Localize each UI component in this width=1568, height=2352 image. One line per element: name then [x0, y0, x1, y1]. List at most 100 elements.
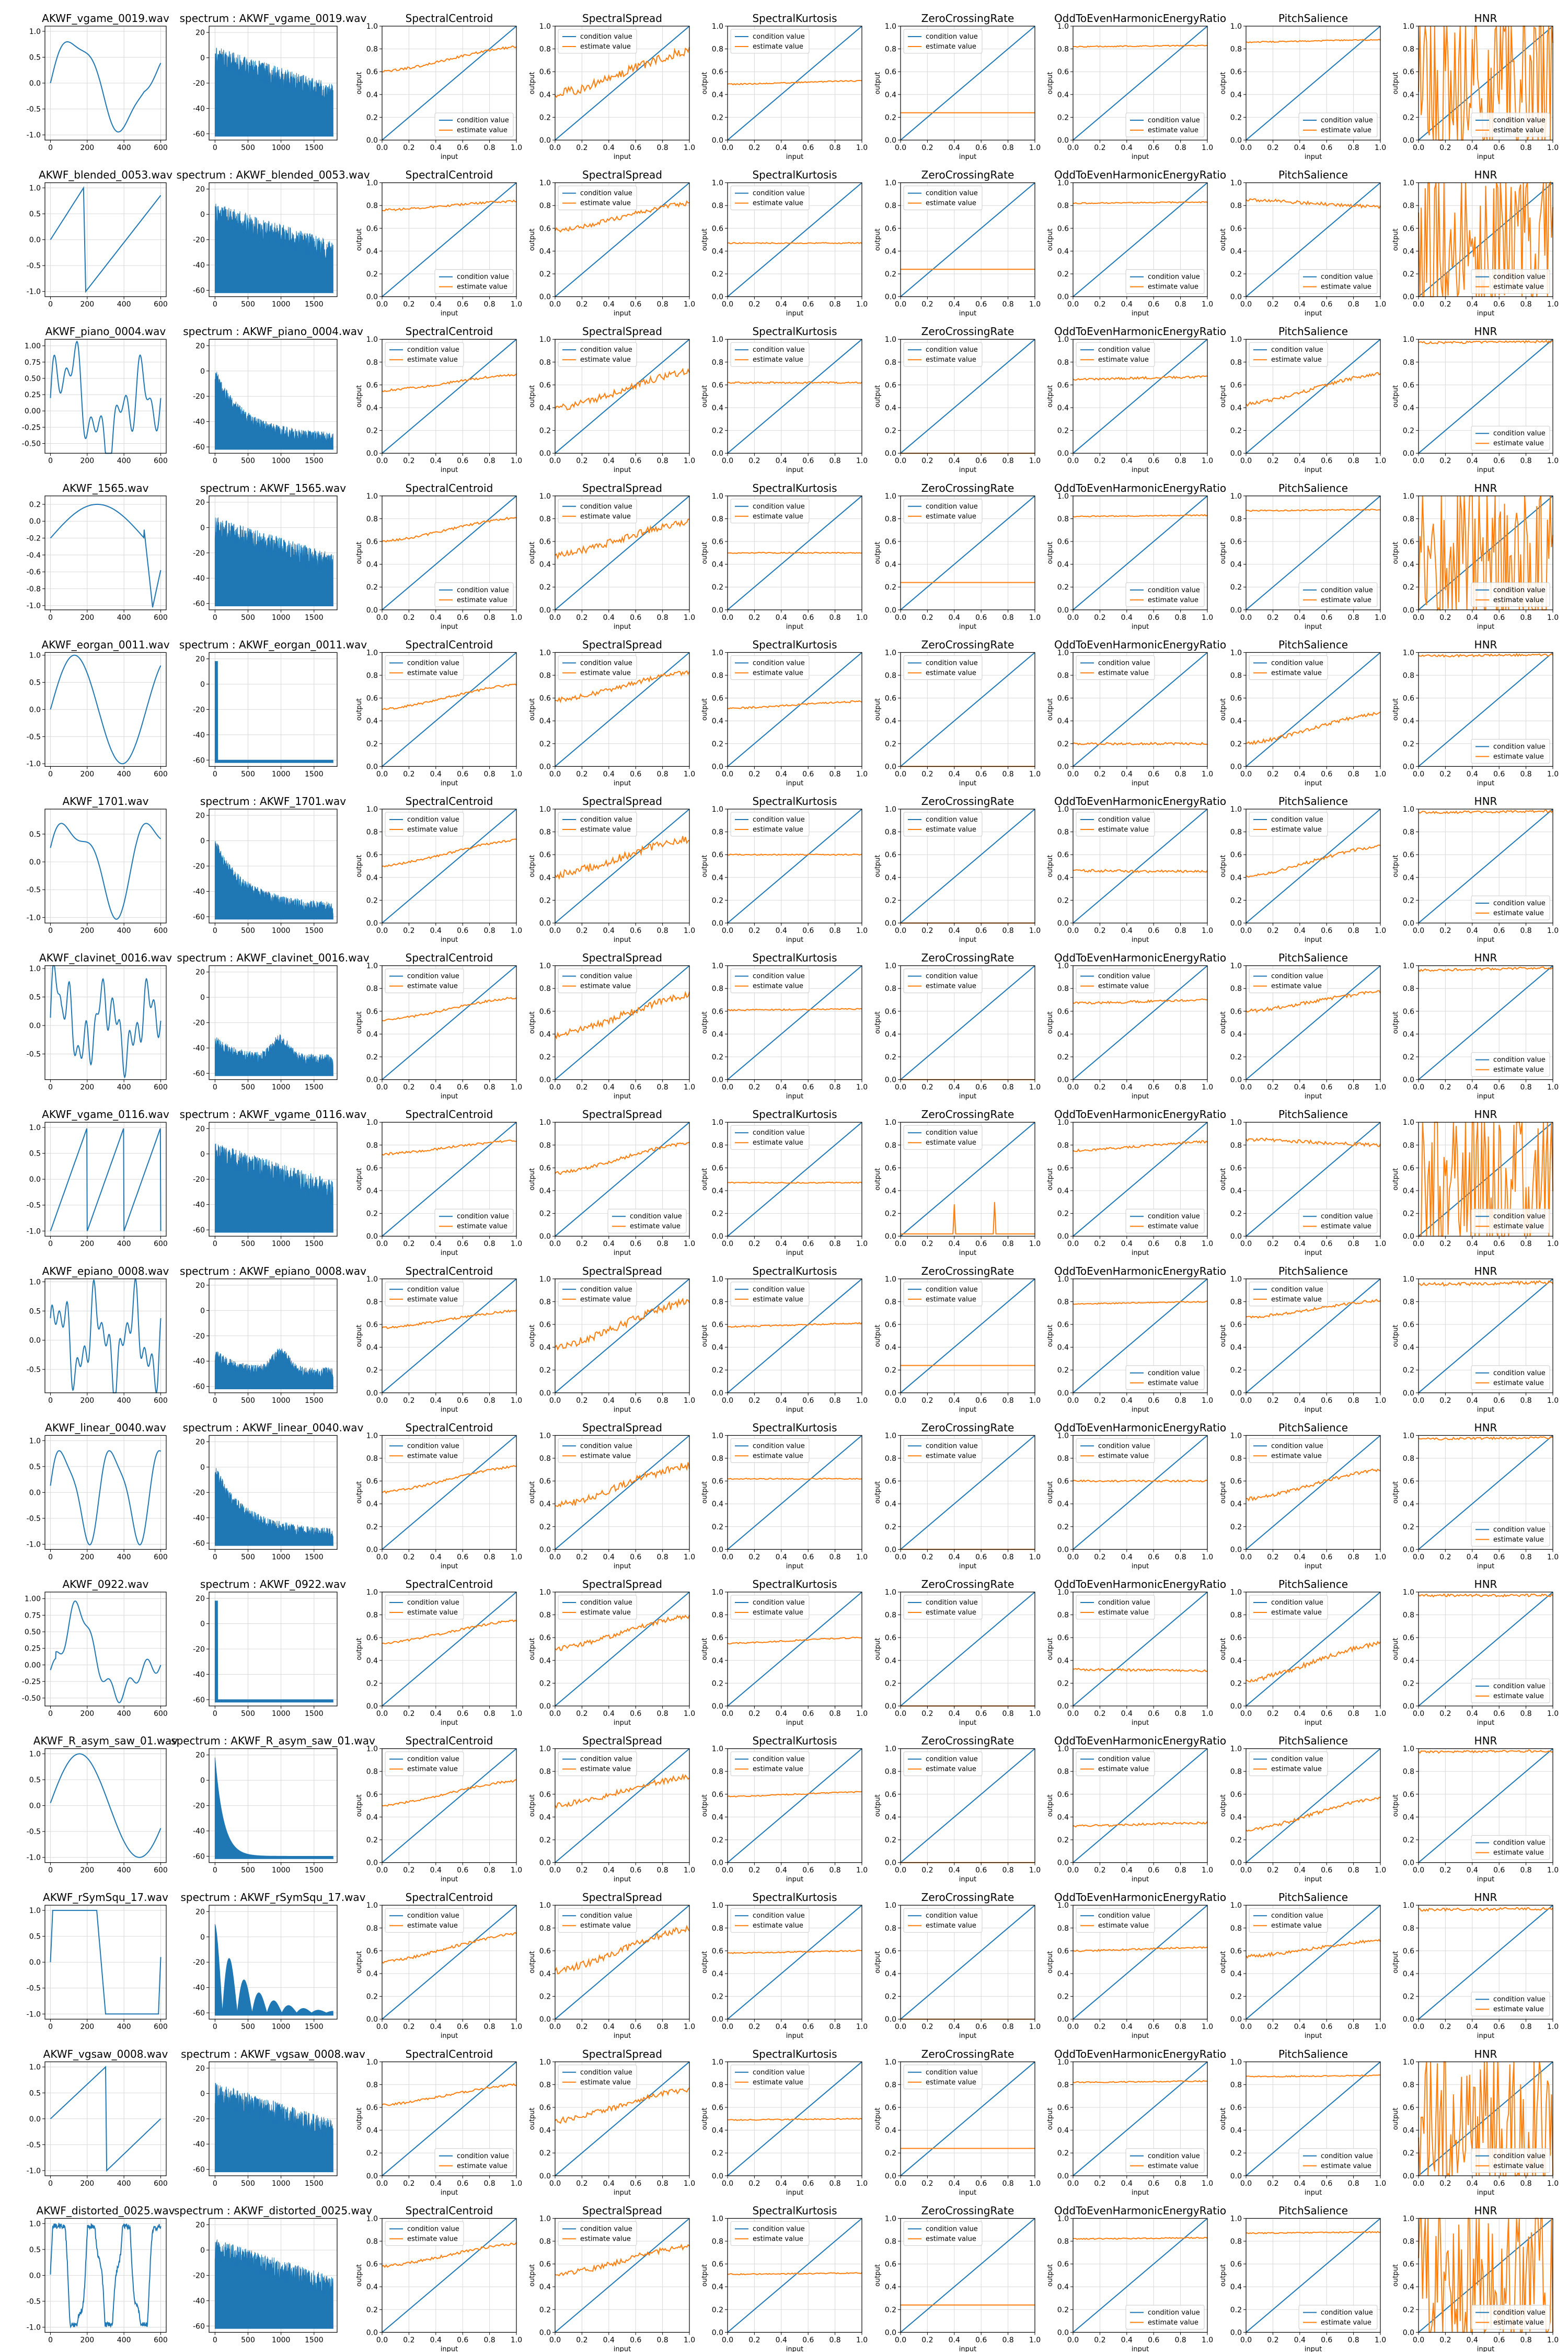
x-tick-label: 0.2	[1267, 770, 1278, 778]
legend-label-estimate: estimate value	[926, 1452, 976, 1460]
condition-line	[1073, 652, 1208, 767]
legend-label-condition: condition value	[580, 503, 632, 511]
y-tick-label: 0	[200, 1307, 205, 1315]
condition-line	[900, 26, 1035, 141]
x-tick-label: 0.6	[457, 614, 468, 622]
feature-title: ZeroCrossingRate	[921, 795, 1014, 808]
x-tick-label: 0.0	[549, 2023, 561, 2031]
y-tick-label: 0.6	[712, 695, 723, 703]
feature-subplot: 0.0 0.2 0.4 0.6 0.8 1.00.00.20.40.60.81.0HNRi…	[1392, 638, 1559, 787]
y-tick-label: 0.0	[539, 919, 551, 928]
y-tick-label: -1.0	[27, 1540, 41, 1549]
x-tick-label: 0.4	[1467, 927, 1478, 935]
x-tick-label: 0	[48, 770, 53, 778]
x-tick-label: 0.4	[949, 614, 960, 622]
legend-label-estimate: estimate value	[1493, 440, 1544, 447]
x-axis-label: input	[1477, 466, 1494, 474]
y-tick-label: 0.6	[1057, 68, 1069, 76]
x-tick-label: 0.4	[603, 927, 615, 935]
feature-title: ZeroCrossingRate	[921, 1421, 1014, 1434]
axes-frame	[900, 339, 1035, 454]
x-tick-label: 0.6	[630, 1710, 641, 1718]
y-tick-label: 0.2	[539, 583, 551, 592]
spectrum-title: spectrum : AKWF_clavinet_0016.wav	[177, 952, 369, 964]
x-axis-label: input	[786, 936, 803, 944]
x-tick-label: 0.8	[1347, 1553, 1359, 1561]
estimate-line	[382, 1619, 517, 1644]
y-tick-label: 0.8	[366, 985, 378, 993]
x-tick-label: 1.0	[1202, 1553, 1213, 1561]
condition-line	[1246, 182, 1381, 297]
feature-subplot: 0.0 0.2 0.4 0.6 0.8 1.00.00.20.40.60.81.0Spec…	[528, 952, 695, 1101]
legend-box	[385, 812, 464, 837]
y-tick-label: 0.5	[29, 1307, 41, 1316]
x-tick-label: 0.6	[1148, 1866, 1159, 1875]
y-tick-label: 0.2	[1230, 1836, 1242, 1844]
spectrum-title: spectrum : AKWF_1701.wav	[200, 795, 346, 808]
x-tick-label: 0.0	[1413, 1240, 1424, 1248]
y-tick-label: 0.4	[712, 1813, 723, 1821]
y-tick-label: 0.4	[366, 247, 378, 256]
y-tick-label: 0.8	[366, 1298, 378, 1306]
y-tick-label: -20	[193, 1489, 205, 1497]
waveform-title: AKWF_piano_0004.wav	[45, 325, 166, 338]
y-axis-label: output	[1219, 1638, 1227, 1661]
x-tick-label: 0.2	[1439, 1083, 1451, 1092]
y-tick-label: 0	[200, 1463, 205, 1472]
y-tick-label: 0.6	[366, 1478, 378, 1486]
y-tick-label: 0.2	[366, 583, 378, 592]
feature-subplot: 0.0 0.2 0.4 0.6 0.8 1.00.00.20.40.60.81.0OddT…	[1046, 169, 1226, 318]
y-tick-label: 20	[195, 1282, 205, 1290]
y-tick-label: 1.0	[1057, 22, 1069, 31]
legend-label-condition: condition value	[407, 346, 459, 354]
feature-subplot: 0.0 0.2 0.4 0.6 0.8 1.00.00.20.40.60.81.0Pitc…	[1219, 795, 1386, 944]
legend-label-condition: condition value	[1098, 1442, 1150, 1450]
legend-label-estimate: estimate value	[753, 983, 803, 990]
x-tick-label: 0.0	[376, 301, 388, 309]
estimate-line	[382, 516, 517, 543]
y-tick-label: 1.0	[366, 649, 378, 657]
y-tick-label: 0.2	[712, 1366, 723, 1375]
estimate-line	[1073, 998, 1208, 1005]
y-tick-label: 0.0	[1230, 1389, 1242, 1398]
x-tick-label: 0.2	[921, 1240, 933, 1248]
condition-line	[555, 1435, 690, 1550]
x-tick-label: 0.4	[430, 1240, 442, 1248]
x-tick-label: 0.4	[1294, 1397, 1306, 1405]
axes-frame	[1418, 26, 1553, 141]
legend-label-condition: condition value	[753, 1756, 805, 1763]
y-tick-label: 0.0	[712, 293, 723, 302]
feature-title: SpectralSpread	[582, 325, 662, 338]
y-tick-label: 0.8	[366, 515, 378, 523]
x-tick-label: 400	[117, 457, 131, 465]
x-tick-label: 0.4	[1294, 927, 1306, 935]
y-tick-label: 1.0	[1230, 962, 1242, 971]
feature-subplot: 0.0 0.2 0.4 0.6 0.8 1.00.00.20.40.60.81.0OddT…	[1046, 1265, 1226, 1414]
legend-box	[730, 186, 810, 211]
y-tick-label: 0.0	[366, 136, 378, 145]
y-tick-label: 0.2	[366, 1993, 378, 2001]
x-axis-label: input	[786, 1876, 803, 1884]
feature-title: HNR	[1474, 482, 1497, 494]
axes-frame	[555, 1905, 690, 2020]
x-tick-label: 0.6	[457, 1083, 468, 1092]
x-tick-label: 0.4	[1467, 1866, 1478, 1875]
x-tick-label: 0.4	[949, 144, 960, 152]
legend-box	[903, 1751, 983, 1777]
x-tick-label: 0.6	[457, 457, 468, 465]
legend-label-estimate: estimate value	[407, 1766, 458, 1773]
feature-subplot: 0.0 0.2 0.4 0.6 0.8 1.00.00.20.40.60.81.0Pitc…	[1219, 482, 1386, 631]
x-axis-label: input	[441, 1562, 458, 1570]
x-tick-label: 0.4	[1467, 1397, 1478, 1405]
condition-line	[900, 1278, 1035, 1393]
x-tick-label: 0.6	[1493, 1083, 1505, 1092]
x-tick-label: 1.0	[856, 770, 868, 778]
y-tick-label: 1.0	[1403, 1588, 1414, 1597]
